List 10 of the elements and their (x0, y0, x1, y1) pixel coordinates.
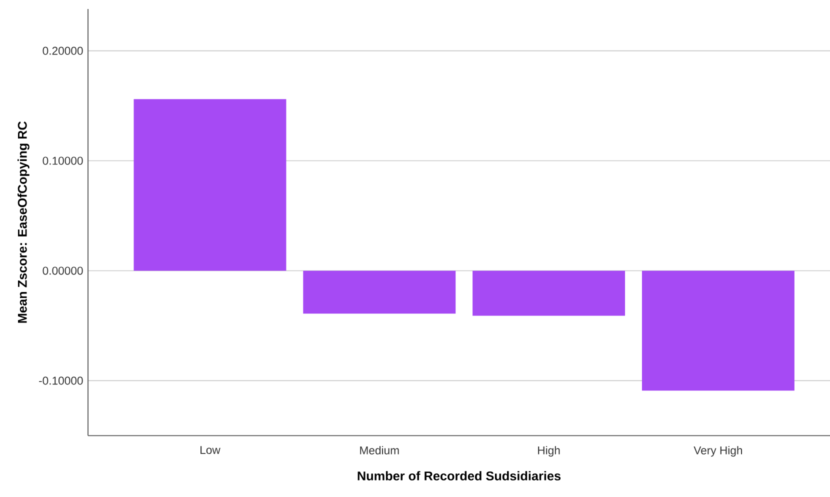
y-tick-label: -0.10000 (39, 376, 83, 385)
x-tick-label: Low (200, 446, 220, 454)
y-tick-label: 0.10000 (42, 156, 83, 165)
x-tick-label: Medium (360, 446, 399, 454)
x-tick-label: High (538, 446, 560, 457)
x-tick-label: Very High (694, 446, 742, 457)
x-axis-title: Number of Recorded Sudsidiaries (358, 471, 561, 480)
y-tick-label: 0.20000 (42, 46, 83, 55)
y-axis-title: Mean Zscore: EaseOfCopying RC (18, 121, 30, 323)
y-tick-label: 0.00000 (42, 266, 83, 275)
